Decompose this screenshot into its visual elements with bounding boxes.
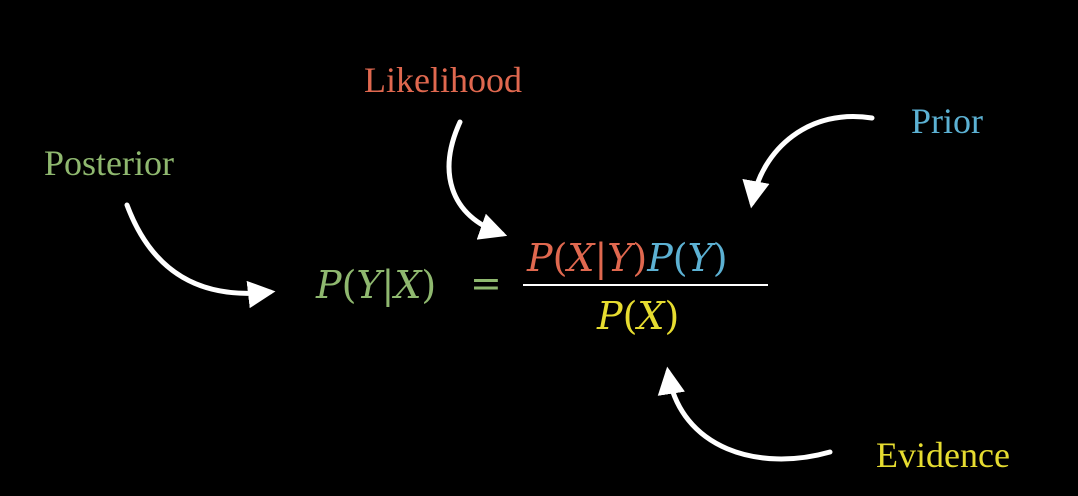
evidence-arrow	[657, 366, 833, 462]
likelihood-label: Likelihood	[364, 60, 522, 100]
numerator: P(X|Y)P(Y)	[527, 239, 728, 277]
ev-open-paren: (	[622, 294, 638, 338]
posterior-arrow	[124, 202, 276, 309]
lhs-open-paren: (	[341, 263, 357, 307]
ev-p: P	[597, 294, 623, 338]
lhs-p: P	[316, 263, 342, 307]
lik-close-paren: )	[632, 236, 648, 280]
evidence-label: Evidence	[876, 435, 1010, 475]
prior-label: Prior	[911, 101, 983, 141]
posterior-label: Posterior	[44, 143, 174, 183]
evidence-term: P(X)	[597, 297, 679, 335]
prior-p: P	[647, 236, 673, 280]
lhs-given-bar: |	[381, 263, 395, 307]
prior-close-paren: )	[712, 236, 728, 280]
prior-term: P(Y)	[647, 236, 727, 280]
lhs-close-paren: )	[421, 263, 437, 307]
lhs-y: Y	[356, 263, 382, 307]
prior-y: Y	[687, 236, 713, 280]
likelihood-term: P(X|Y)	[527, 236, 647, 280]
fraction-bar	[523, 284, 768, 286]
lik-y: Y	[607, 236, 633, 280]
posterior-expression: P(Y|X)	[316, 266, 436, 304]
prior-arrow	[742, 114, 875, 209]
ev-x: X	[637, 294, 665, 338]
ev-close-paren: )	[664, 294, 680, 338]
lik-x: X	[567, 236, 595, 280]
lik-open-paren: (	[552, 236, 568, 280]
lik-given-bar: |	[594, 236, 608, 280]
equals-sign: =	[470, 261, 502, 305]
likelihood-arrow	[446, 119, 508, 240]
prior-open-paren: (	[672, 236, 688, 280]
lik-p: P	[527, 236, 553, 280]
lhs-x: X	[394, 263, 422, 307]
